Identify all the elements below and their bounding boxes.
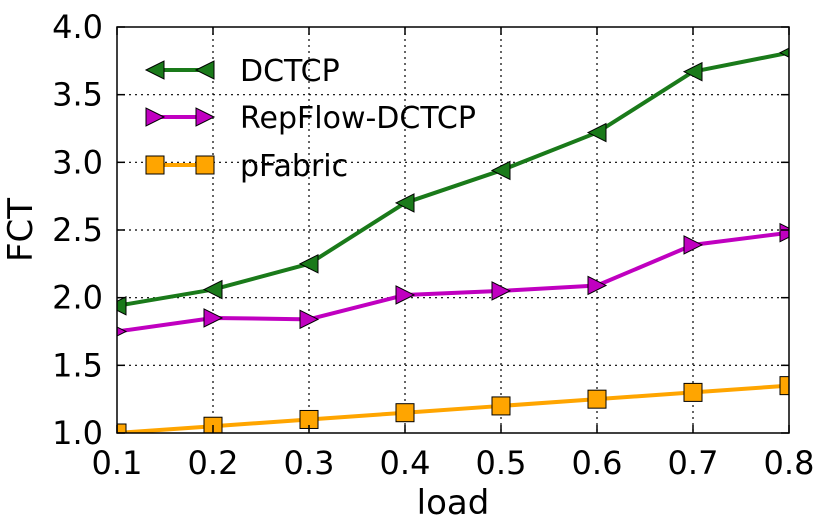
- legend-marker-dctcp: [194, 60, 215, 80]
- legend-label-pfabric: pFabric: [240, 149, 348, 184]
- x-tick-label: 0.5: [476, 444, 527, 482]
- y-tick-label: 2.0: [52, 279, 103, 317]
- legend-label-dctcp: DCTCP: [240, 54, 340, 89]
- data-point-pfabric: [117, 423, 127, 433]
- y-tick-label: 1.5: [52, 346, 103, 384]
- legend-marker-pfabric: [145, 155, 165, 175]
- data-point-dctcp: [682, 61, 703, 82]
- data-point-pfabric: [683, 382, 703, 402]
- y-tick-label: 2.5: [52, 211, 103, 249]
- data-point-dctcp: [202, 279, 223, 300]
- x-axis-label: load: [417, 483, 490, 522]
- y-axis-label: FCT: [1, 198, 41, 262]
- x-tick-label: 0.2: [188, 444, 239, 482]
- data-point-repflow-dctcp: [117, 326, 128, 337]
- data-point-pfabric: [587, 389, 607, 409]
- x-tick-label: 0.6: [572, 444, 623, 482]
- y-tick-label: 3.5: [52, 76, 103, 114]
- y-tick-label: 3.0: [52, 143, 103, 181]
- data-point-repflow-dctcp: [203, 308, 224, 328]
- data-point-dctcp: [117, 295, 127, 316]
- data-point-repflow-dctcp: [395, 285, 416, 305]
- data-point-repflow-dctcp: [683, 235, 704, 255]
- legend-marker-repflow-dctcp: [145, 107, 166, 127]
- data-point-repflow-dctcp: [587, 275, 608, 296]
- x-tick-label: 0.4: [380, 444, 431, 482]
- legend-label-repflow-dctcp: RepFlow-DCTCP: [240, 101, 476, 136]
- data-point-dctcp: [490, 160, 511, 181]
- legend-marker-pfabric: [195, 155, 215, 175]
- axis-ticks: 0.1 0.2 0.3 0.4 0.5 0.6 0.7 0.8 1.0 1.5 2.0 2.5 3.0 3…: [52, 8, 814, 482]
- series-line-pfabric: [117, 383, 789, 433]
- x-tick-label: 0.7: [668, 444, 719, 482]
- grid-lines: [117, 27, 789, 433]
- data-point-dctcp: [778, 47, 789, 58]
- legend: DCTCP RepFlow-DCTCP pFabric: [144, 54, 476, 184]
- x-tick-label: 0.3: [284, 444, 335, 482]
- data-point-pfabric: [491, 396, 511, 416]
- data-point-dctcp: [586, 122, 607, 143]
- legend-marker-repflow-dctcp: [195, 107, 216, 127]
- y-tick-label: 1.0: [52, 414, 103, 452]
- y-tick-label: 4.0: [52, 8, 103, 46]
- series-line-repflow-dctcp: [117, 230, 789, 334]
- data-point-repflow-dctcp: [491, 281, 512, 301]
- legend-marker-dctcp: [144, 60, 165, 80]
- data-point-dctcp: [394, 193, 415, 213]
- data-point-repflow-dctcp: [299, 309, 320, 330]
- data-point-pfabric: [779, 376, 789, 396]
- x-tick-label: 0.1: [92, 444, 143, 482]
- data-point-repflow-dctcp: [779, 222, 789, 243]
- data-point-pfabric: [395, 403, 415, 423]
- data-point-dctcp: [298, 254, 319, 274]
- series-line-dctcp: [117, 50, 789, 308]
- x-tick-label: 0.8: [764, 444, 815, 482]
